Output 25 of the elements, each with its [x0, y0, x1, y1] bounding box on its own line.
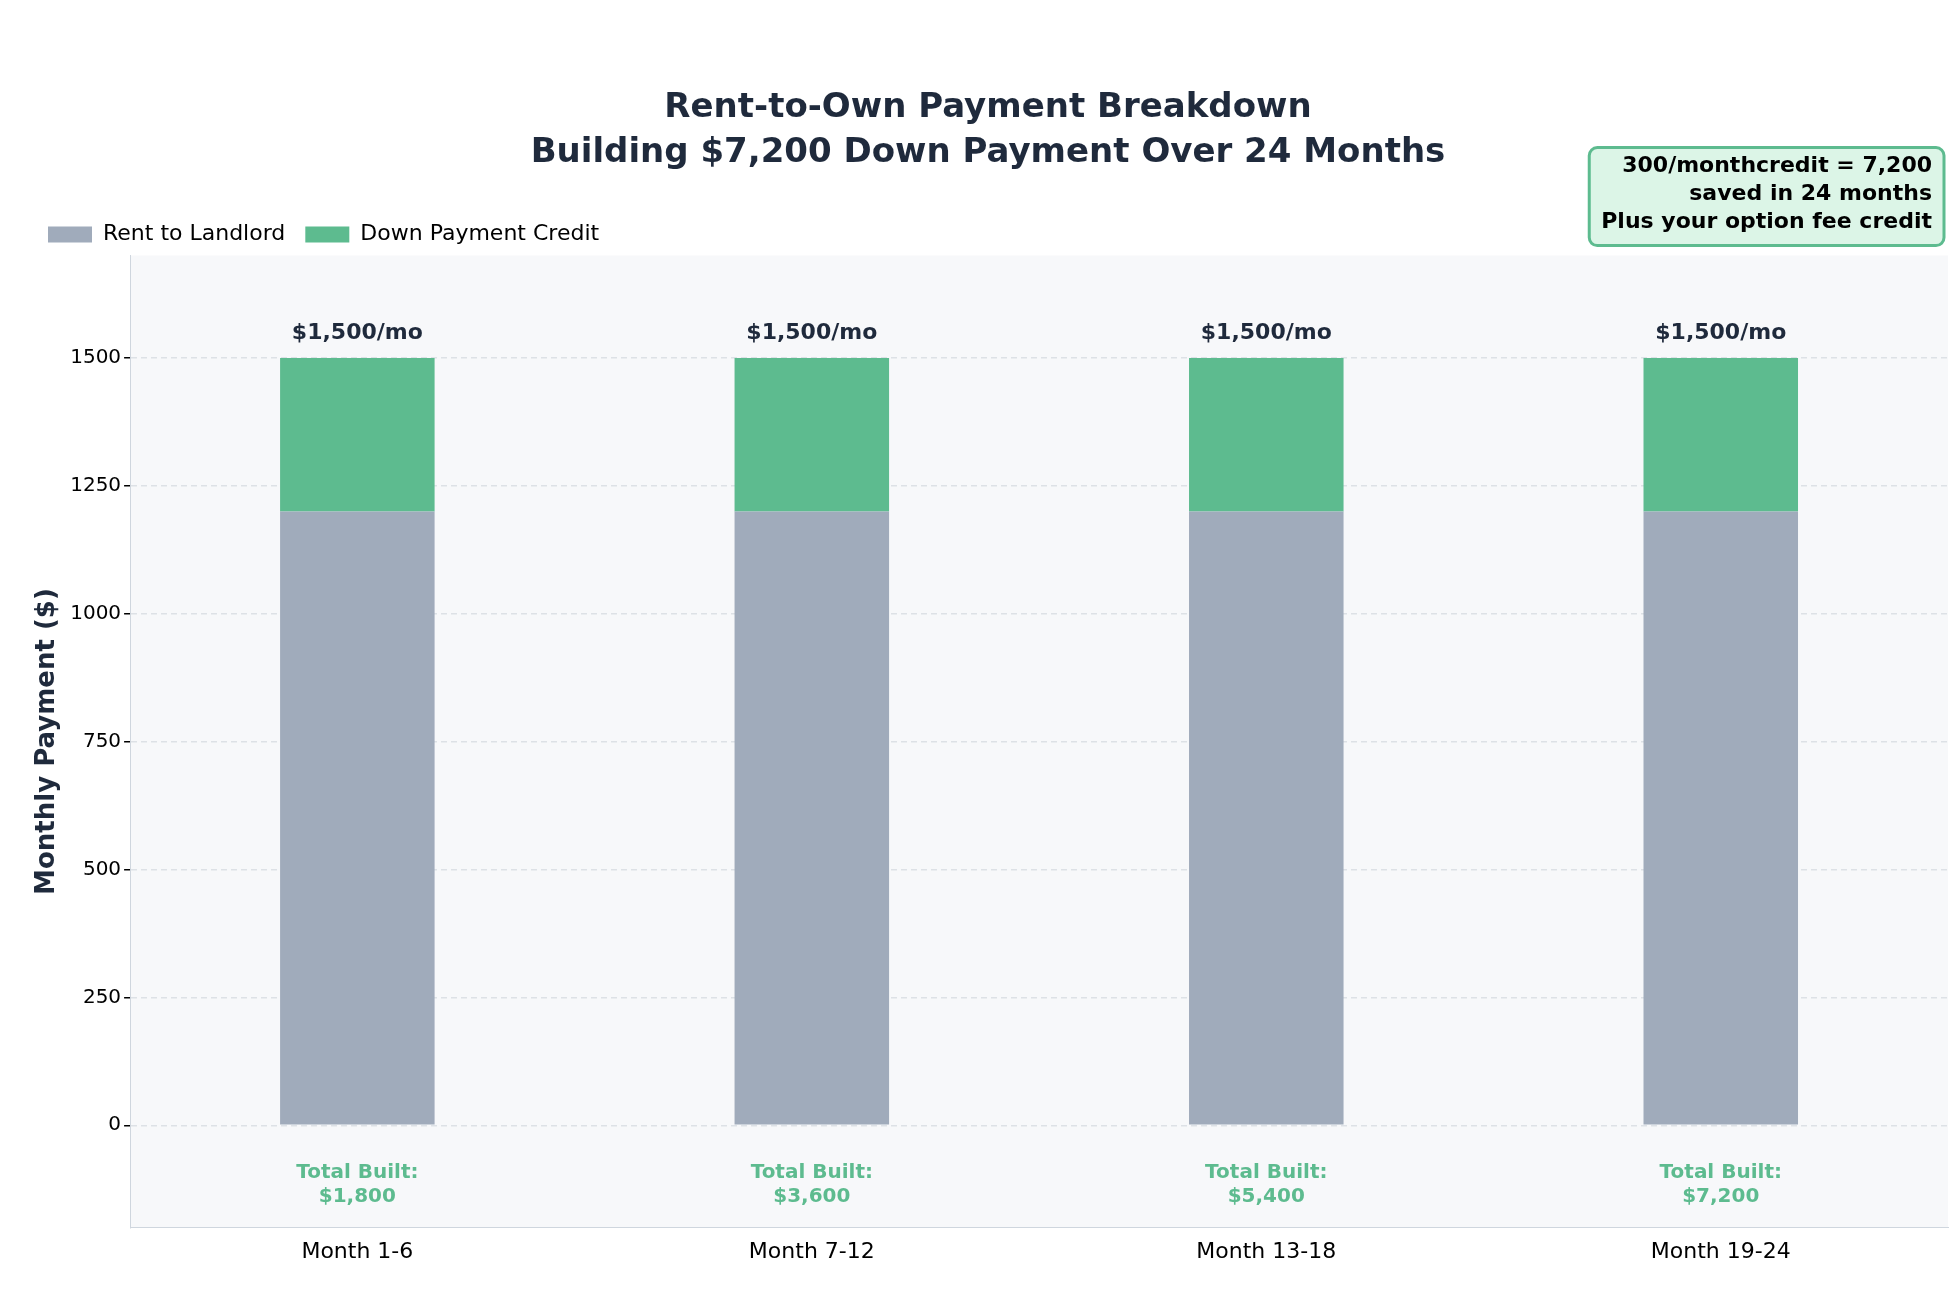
total-label: $1,500/mo: [1200, 318, 1332, 344]
y-tick-label: 1250: [70, 472, 122, 497]
y-tick-label: 250: [82, 983, 122, 1008]
total-label: $1,500/mo: [291, 318, 423, 344]
y-tick-label: 500: [82, 855, 122, 880]
chart-subtitle: Building $7,200 Down Payment Over 24 Months: [530, 130, 1446, 171]
x-tick-label: Month 19-24: [1650, 1237, 1791, 1263]
y-tick-label: 0: [108, 1111, 122, 1136]
y-tick-label: 750: [82, 727, 122, 752]
annotation: Total Built: $3,600: [750, 1158, 873, 1207]
y-tick-label: 1000: [70, 599, 122, 624]
y-axis-title: Monthly Payment ($): [30, 588, 61, 895]
text: 300/monthcredit = 7,200 saved in 24 months Plus your option fee credit: [1601, 152, 1933, 234]
x-tick-label: Month 1-6: [301, 1237, 414, 1263]
annotation: Total Built: $1,800: [296, 1158, 419, 1207]
legend-label: Down Payment Credit: [360, 220, 600, 246]
x-tick-label: Month 13-18: [1196, 1237, 1337, 1263]
y-tick-label: 1500: [70, 344, 122, 369]
total-label: $1,500/mo: [746, 318, 878, 344]
total-label: $1,500/mo: [1655, 318, 1787, 344]
legend-label: Rent to Landlord: [103, 220, 286, 246]
annotation: Total Built: $7,200: [1659, 1158, 1782, 1207]
annotation: Total Built: $5,400: [1205, 1158, 1328, 1207]
chart-title: Rent-to-Own Payment Breakdown: [664, 85, 1312, 126]
x-tick-label: Month 7-12: [748, 1237, 875, 1263]
